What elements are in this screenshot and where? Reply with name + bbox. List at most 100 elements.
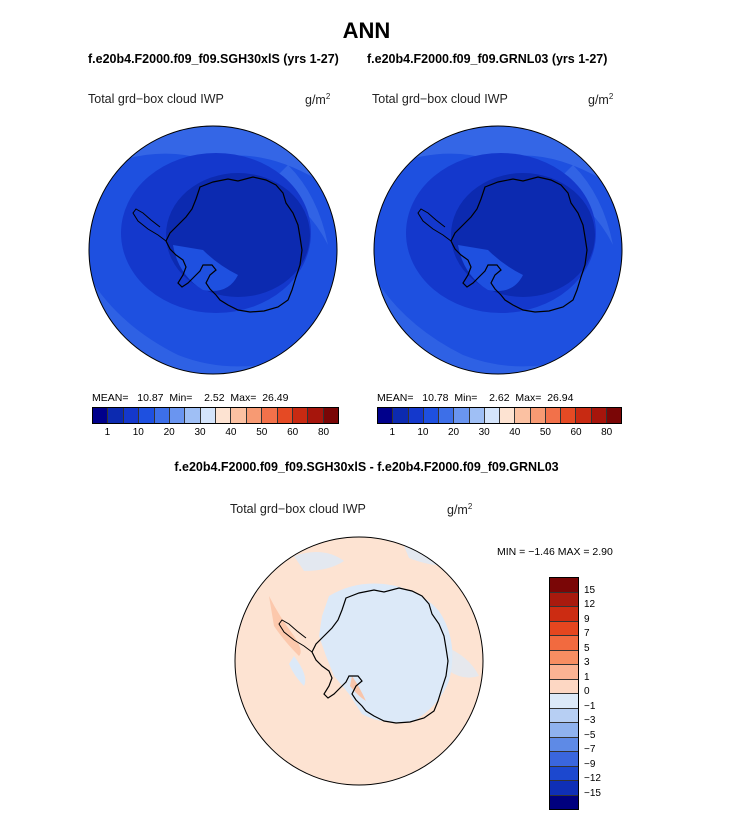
colorbar-swatch	[500, 408, 516, 423]
colorbar-swatch	[550, 650, 578, 665]
colorbar-tick-label: 3	[584, 657, 590, 668]
colorbar-tick-label: 30	[478, 427, 490, 438]
colorbar-swatch	[185, 408, 201, 423]
colorbar-swatch	[469, 408, 485, 423]
right-stats: MEAN= 10.78 Min= 2.62 Max= 26.94	[377, 392, 574, 404]
left-peninsula	[132, 208, 167, 242]
colorbar-tick-label: 30	[194, 427, 206, 438]
colorbar-tick-label: 80	[601, 427, 613, 438]
colorbar-swatch	[550, 607, 578, 622]
left-antarctica-coastline	[165, 176, 303, 313]
colorbar-swatch	[550, 679, 578, 694]
colorbar-swatch	[423, 408, 439, 423]
left-map-border	[88, 125, 338, 375]
colorbar-swatch	[308, 408, 324, 423]
colorbar-tick-label: −15	[584, 787, 601, 799]
colorbar-swatch	[292, 408, 309, 423]
colorbar-tick-label: 40	[509, 427, 521, 438]
colorbar-tick-label: −7	[584, 744, 596, 755]
colorbar-swatch	[545, 408, 561, 423]
colorbar-swatch	[108, 408, 124, 423]
colorbar-swatch	[378, 408, 394, 423]
colorbar-swatch	[408, 408, 424, 423]
colorbar-swatch	[246, 408, 263, 423]
colorbar-tick-label: 1	[584, 671, 590, 683]
diff-colorbar	[549, 577, 579, 810]
right-case-title: f.e20b4.F2000.f09_f09.GRNL03 (yrs 1-27)	[367, 52, 608, 66]
colorbar-swatch	[169, 408, 186, 423]
left-variable-label: Total grd−box cloud IWP	[88, 92, 224, 106]
colorbar-swatch	[231, 408, 247, 423]
colorbar-swatch	[139, 408, 155, 423]
left-stats: MEAN= 10.87 Min= 2.52 Max= 26.49	[92, 392, 289, 404]
colorbar-swatch	[550, 578, 578, 593]
colorbar-swatch	[576, 408, 592, 423]
colorbar-tick-label: 10	[132, 427, 144, 438]
diff-map-border	[234, 536, 484, 786]
diff-variable-label: Total grd−box cloud IWP	[230, 502, 366, 516]
left-colorbar	[92, 407, 339, 424]
colorbar-tick-label: 1	[389, 427, 396, 438]
colorbar-tick-label: −5	[584, 729, 596, 741]
left-units: g/m2	[305, 92, 331, 108]
colorbar-tick-label: 12	[584, 599, 596, 610]
colorbar-tick-label: 40	[225, 427, 237, 438]
colorbar-swatch	[550, 795, 578, 809]
colorbar-swatch	[550, 723, 578, 738]
colorbar-tick-label: −9	[584, 758, 596, 770]
diff-polar-map	[234, 536, 484, 786]
colorbar-swatch	[550, 621, 578, 636]
colorbar-tick-label: 80	[318, 427, 330, 438]
colorbar-swatch	[484, 408, 500, 423]
colorbar-swatch	[606, 408, 621, 423]
right-polar-map	[373, 125, 623, 375]
colorbar-swatch	[550, 781, 578, 796]
colorbar-tick-label: 15	[584, 584, 596, 596]
colorbar-tick-label: −1	[584, 700, 596, 712]
diff-peninsula	[278, 619, 313, 653]
colorbar-tick-label: 0	[584, 686, 590, 697]
colorbar-swatch	[530, 408, 546, 423]
right-units: g/m2	[588, 92, 614, 108]
colorbar-swatch	[591, 408, 607, 423]
colorbar-tick-label: 50	[256, 427, 268, 438]
left-case-title: f.e20b4.F2000.f09_f09.SGH30xlS (yrs 1-27…	[88, 52, 339, 66]
colorbar-swatch	[550, 694, 578, 709]
diff-title: f.e20b4.F2000.f09_f09.SGH30xlS - f.e20b4…	[174, 460, 559, 474]
right-colorbar	[377, 407, 622, 424]
colorbar-swatch	[550, 737, 578, 752]
colorbar-tick-label: 60	[287, 427, 299, 438]
colorbar-swatch	[93, 408, 109, 423]
colorbar-swatch	[216, 408, 232, 423]
right-antarctica-coastline	[450, 176, 588, 313]
right-peninsula	[417, 208, 452, 242]
diff-units: g/m2	[447, 502, 473, 518]
colorbar-swatch	[454, 408, 470, 423]
right-variable-label: Total grd−box cloud IWP	[372, 92, 508, 106]
colorbar-swatch	[550, 665, 578, 680]
colorbar-swatch	[439, 408, 455, 423]
colorbar-tick-label: −3	[584, 715, 596, 726]
left-polar-map	[88, 125, 338, 375]
colorbar-swatch	[262, 408, 278, 423]
colorbar-tick-label: 7	[584, 628, 590, 639]
colorbar-tick-label: 9	[584, 613, 590, 625]
colorbar-tick-label: 5	[584, 642, 590, 654]
colorbar-tick-label: 50	[539, 427, 551, 438]
colorbar-swatch	[154, 408, 170, 423]
colorbar-swatch	[515, 408, 531, 423]
diff-colorbar-labels: 15 12 9 7 5 3 1 0 −1 −3 −5 −7 −9 −12 −15	[580, 577, 612, 817]
colorbar-swatch	[323, 408, 338, 423]
colorbar-swatch	[123, 408, 140, 423]
right-map-border	[373, 125, 623, 375]
colorbar-swatch	[561, 408, 577, 423]
colorbar-swatch	[550, 708, 578, 723]
diff-minmax: MIN = −1.46 MAX = 2.90	[497, 546, 613, 558]
colorbar-tick-label: 10	[417, 427, 429, 438]
main-title: ANN	[342, 18, 391, 43]
colorbar-swatch	[550, 752, 578, 767]
colorbar-swatch	[277, 408, 293, 423]
colorbar-swatch	[550, 766, 578, 781]
colorbar-tick-label: 60	[570, 427, 582, 438]
colorbar-tick-label: 20	[163, 427, 175, 438]
